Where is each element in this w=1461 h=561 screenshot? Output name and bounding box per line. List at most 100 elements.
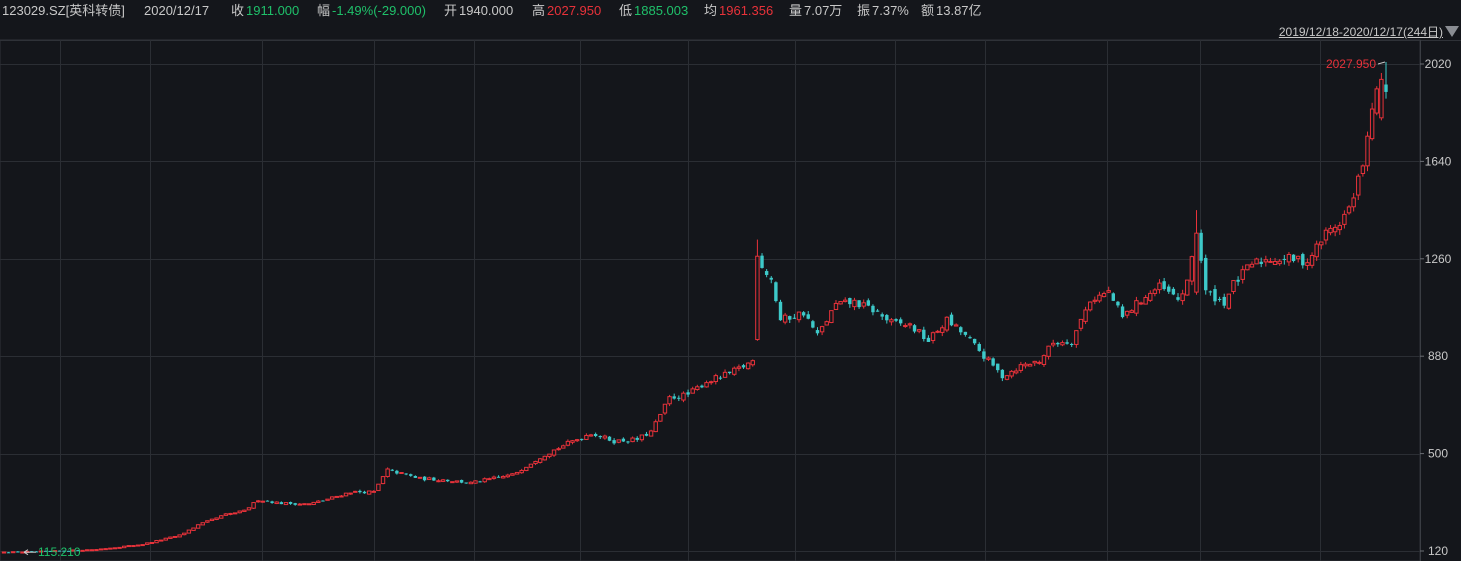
candle-146 [677,395,681,402]
candle-body-252 [1167,286,1171,292]
candle-body-272 [1259,261,1263,265]
candle-body-61 [283,502,289,506]
candle-body-112 [519,469,524,474]
candle-40 [186,529,192,534]
candle-216 [1000,369,1005,382]
change-label: 幅 [317,3,331,18]
candle-body-213 [986,357,991,360]
candle-body-270 [1249,263,1255,268]
candle-body-251 [1162,281,1166,290]
candle-body-34 [158,539,164,542]
candle-body-9 [43,550,48,552]
candle-body-114 [528,463,534,468]
candle-body-70 [325,498,330,501]
candle-237 [1097,291,1102,303]
candle-137 [635,436,639,442]
candle-233 [1078,318,1084,332]
candle-19 [89,549,95,552]
candle-body-68 [316,500,321,503]
period-selector[interactable]: 2019/12/18-2020/12/17(244日) [1278,25,1443,39]
candle-body-98 [454,480,460,483]
candle-174 [806,311,810,320]
candle-287 [1328,224,1333,236]
y-tick-label-1: 500 [1428,447,1448,461]
candle-160 [741,363,746,369]
candle-27 [126,545,131,548]
candle-body-243 [1124,310,1130,316]
candle-body-3 [16,551,20,553]
candle-body-227 [1051,342,1056,346]
candle-39 [182,532,187,536]
candle-body-71 [329,496,335,500]
candle-body-275 [1272,260,1278,265]
candle-body-190 [880,314,884,317]
candle-91 [422,476,427,482]
candle-body-116 [537,458,543,463]
candle-body-81 [376,483,381,492]
candle-94 [436,479,441,483]
candle-body-198 [916,329,922,332]
candle-206 [953,323,959,327]
candle-299 [1384,61,1388,99]
candle-105 [487,477,492,481]
candle-90 [417,476,423,479]
candle-86 [399,472,404,475]
candle-1 [6,551,11,554]
candle-73 [339,495,344,498]
dropdown-arrow-icon[interactable] [1445,26,1459,37]
candle-body-30 [140,544,145,547]
candle-body-241 [1116,301,1120,306]
candle-body-38 [177,534,182,538]
candle-36 [168,536,173,539]
candle-body-121 [561,445,566,449]
candle-body-7 [34,551,39,553]
candle-24 [112,547,118,550]
candle-280 [1295,255,1301,263]
candle-139 [644,431,649,437]
candle-body-255 [1180,293,1185,302]
candle-body-187 [866,300,871,306]
candle-body-63 [293,503,297,505]
candle-135 [626,440,630,444]
candle-body-260 [1204,257,1208,291]
candle-body-239 [1106,290,1111,293]
candle-52 [242,509,247,512]
candle-body-151 [700,385,704,388]
candle-195 [903,323,908,328]
candle-291 [1346,205,1352,215]
candle-body-1 [6,552,11,554]
candle-225 [1041,354,1047,367]
candle-body-163 [755,255,760,341]
candle-body-64 [297,503,303,506]
candle-body-193 [894,319,898,321]
candle-170 [788,315,792,324]
candle-257 [1189,255,1195,286]
security-code: 123029.SZ[英科转债] [2,3,125,18]
candle-body-229 [1060,342,1065,346]
candle-body-249 [1152,289,1158,294]
candle-270 [1249,261,1255,268]
candle-43 [200,522,205,526]
candle-body-123 [570,440,575,443]
y-axis: 120 500 880 1260 1640 2020 [1420,40,1452,561]
candle-203 [940,325,945,337]
candle-body-147 [681,392,686,401]
candle-293 [1356,173,1361,200]
candle-214 [991,357,995,367]
candle-body-186 [861,302,866,307]
candle-22 [103,548,108,551]
candle-32 [149,541,155,544]
candle-172 [796,311,802,323]
candle-115 [533,460,538,466]
candle-156 [722,369,728,378]
candle-body-101 [468,481,474,485]
candle-body-189 [875,310,880,312]
candle-200 [926,335,931,343]
candle-176 [815,327,820,336]
candle-128 [593,432,598,438]
candle-body-4 [20,551,25,554]
open-label: 开 [444,3,458,18]
candle-body-27 [126,545,131,548]
candle-body-32 [149,541,155,544]
